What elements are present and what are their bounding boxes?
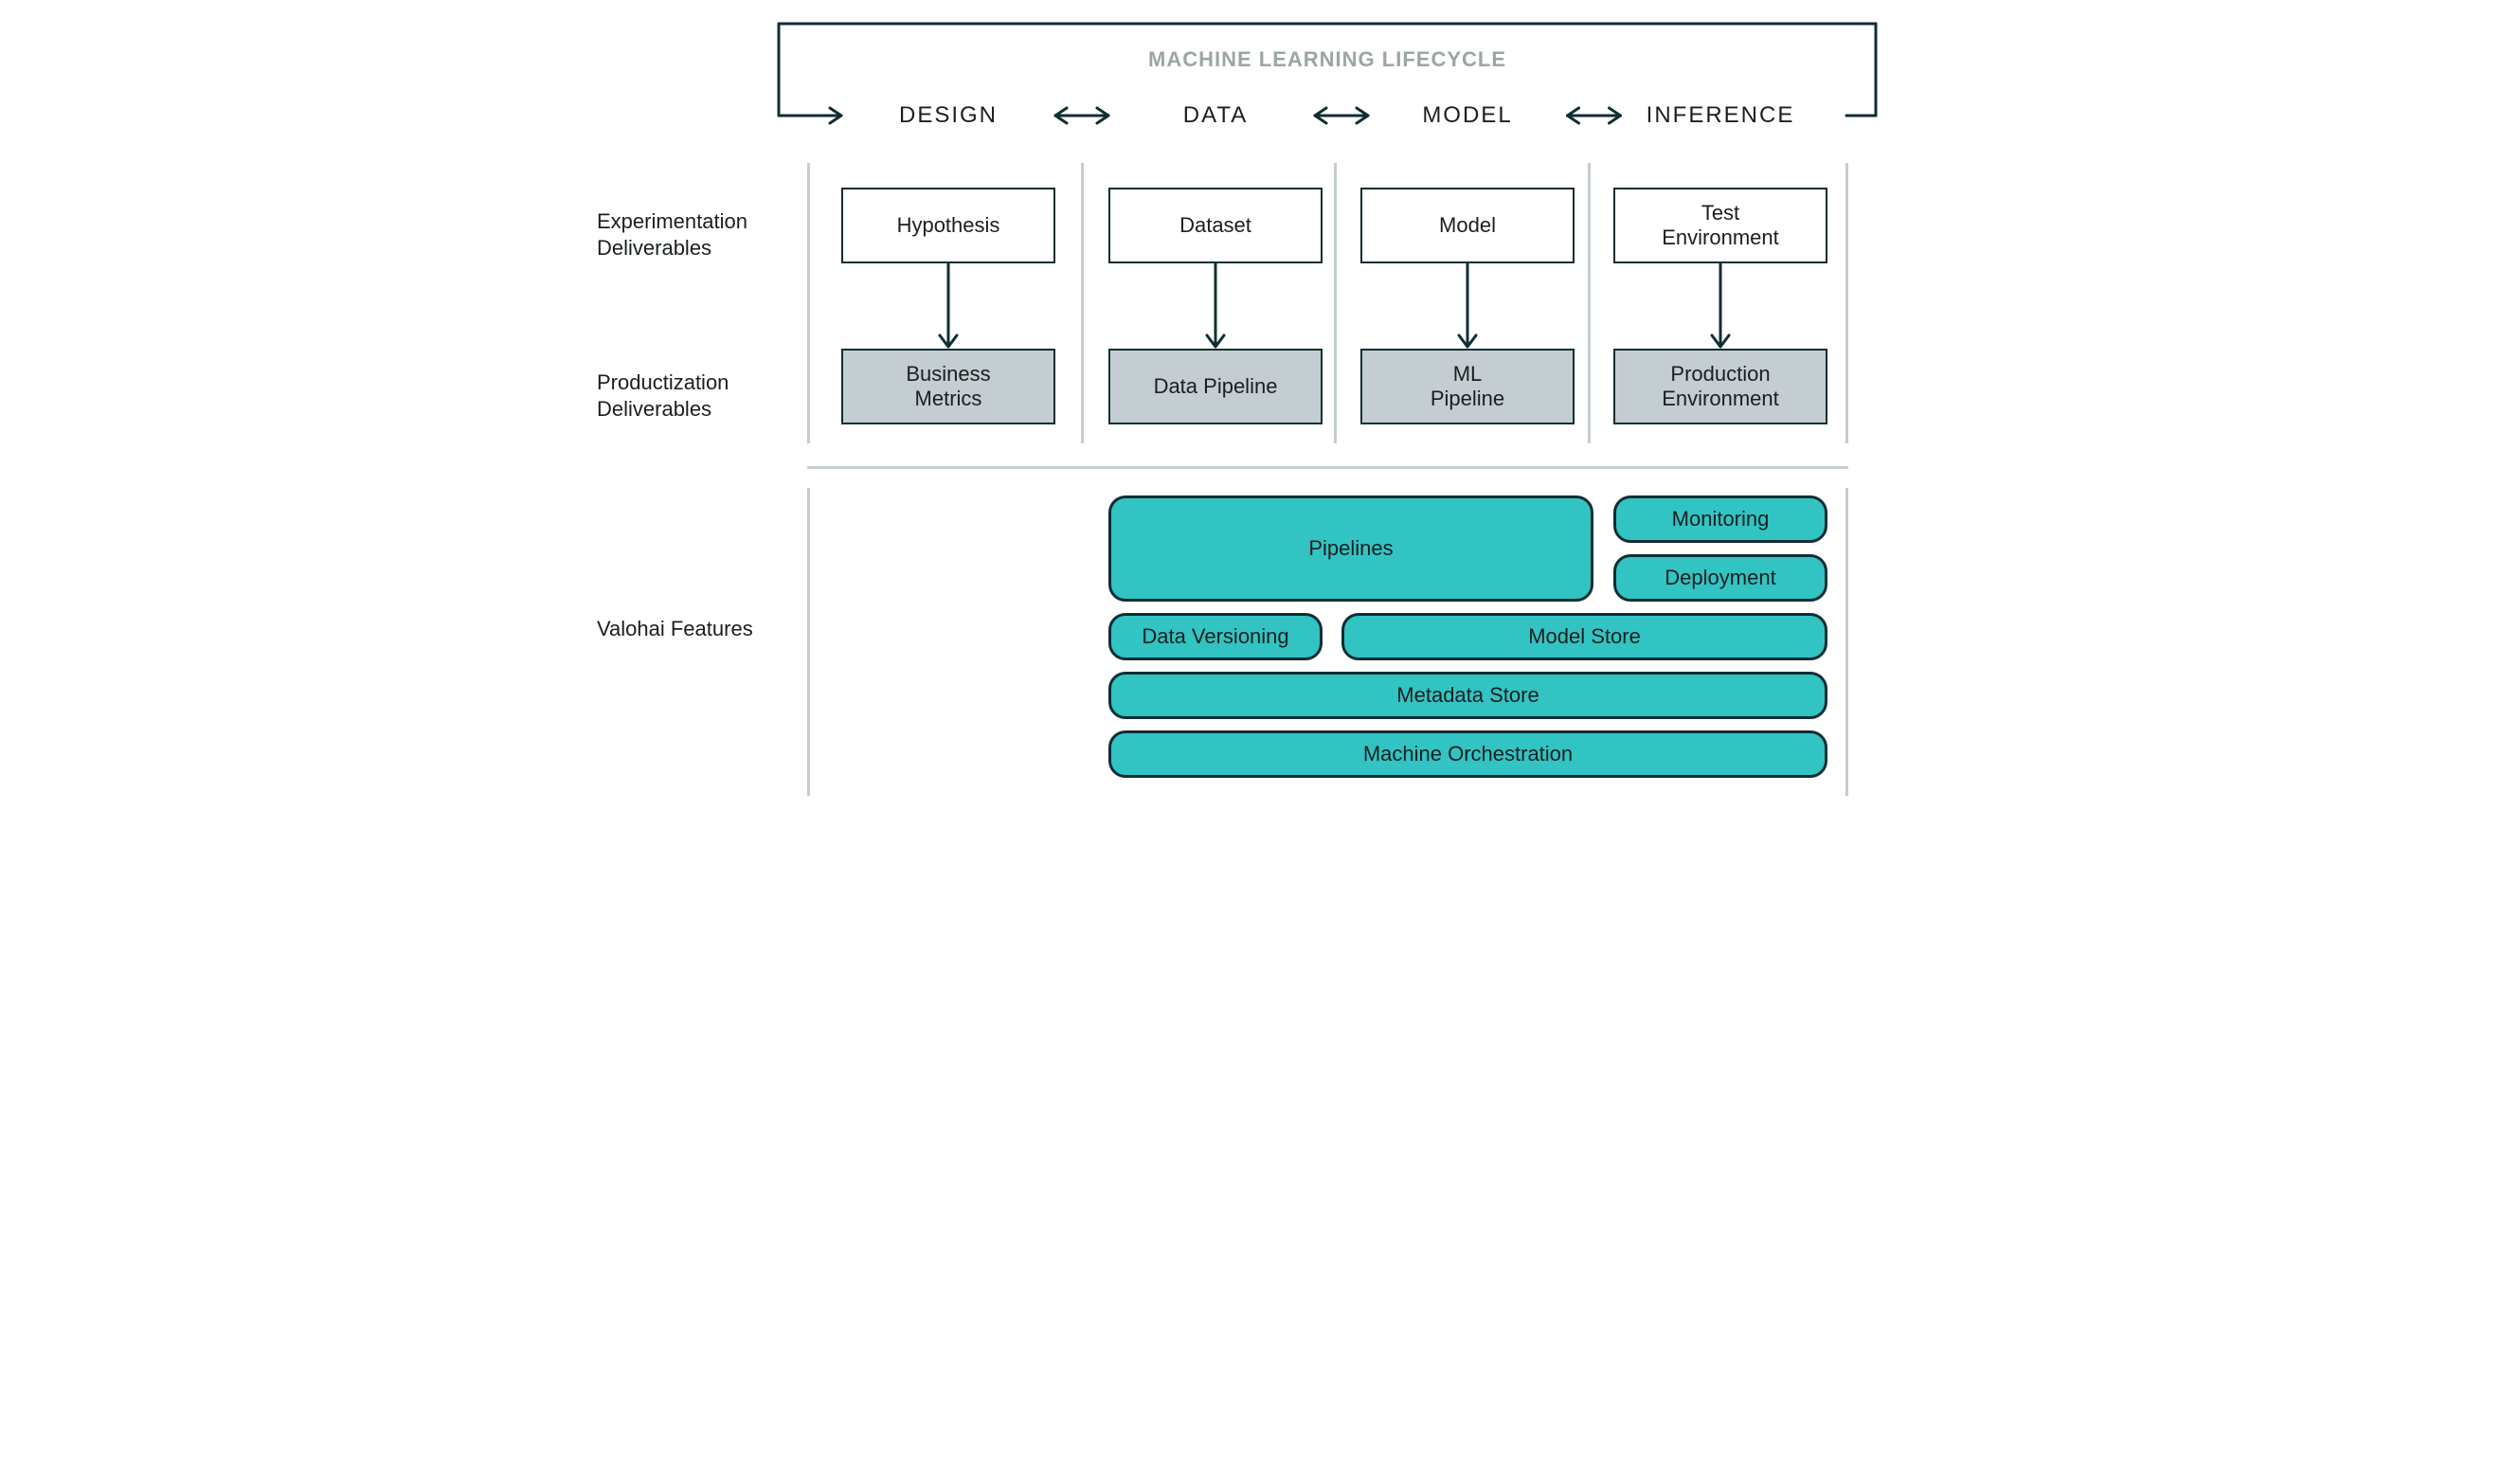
feature-pill-data_versioning: Data Versioning bbox=[1108, 613, 1323, 660]
phase-label-data: DATA bbox=[1108, 102, 1323, 129]
features-separator-1 bbox=[1845, 488, 1848, 796]
down-arrow-inference bbox=[1701, 261, 1739, 351]
feature-pill-deployment: Deployment bbox=[1613, 554, 1827, 602]
prod-box-data: Data Pipeline bbox=[1108, 349, 1323, 424]
down-arrow-design bbox=[929, 261, 967, 351]
row-label-productization: ProductizationDeliverables bbox=[597, 369, 796, 426]
prod-box-inference: ProductionEnvironment bbox=[1613, 349, 1827, 424]
feature-pill-monitoring: Monitoring bbox=[1613, 495, 1827, 543]
exp-box-data: Dataset bbox=[1108, 188, 1323, 263]
column-separator-0 bbox=[807, 163, 810, 443]
lifecycle-frame bbox=[559, 0, 1961, 161]
feature-pill-metadata_store: Metadata Store bbox=[1108, 672, 1827, 719]
phase-label-design: DESIGN bbox=[841, 102, 1055, 129]
column-separator-4 bbox=[1845, 163, 1848, 443]
column-separator-1 bbox=[1081, 163, 1084, 443]
column-separator-3 bbox=[1588, 163, 1591, 443]
down-arrow-model bbox=[1449, 261, 1486, 351]
feature-pill-model_store: Model Store bbox=[1341, 613, 1827, 660]
exp-box-design: Hypothesis bbox=[841, 188, 1055, 263]
prod-box-model: MLPipeline bbox=[1360, 349, 1575, 424]
exp-box-model: Model bbox=[1360, 188, 1575, 263]
phase-label-model: MODEL bbox=[1360, 102, 1575, 129]
feature-pill-machine_orchestration: Machine Orchestration bbox=[1108, 730, 1827, 778]
column-separator-2 bbox=[1334, 163, 1337, 443]
section-divider bbox=[807, 466, 1848, 469]
down-arrow-data bbox=[1197, 261, 1234, 351]
lifecycle-title: MACHINE LEARNING LIFECYCLE bbox=[779, 47, 1876, 76]
exp-box-inference: TestEnvironment bbox=[1613, 188, 1827, 263]
phase-label-inference: INFERENCE bbox=[1613, 102, 1827, 129]
features-separator-0 bbox=[807, 488, 810, 796]
row-label-features: Valohai Features bbox=[597, 616, 796, 673]
prod-box-design: BusinessMetrics bbox=[841, 349, 1055, 424]
feature-pill-pipelines: Pipelines bbox=[1108, 495, 1593, 602]
row-label-experimentation: ExperimentationDeliverables bbox=[597, 208, 796, 265]
